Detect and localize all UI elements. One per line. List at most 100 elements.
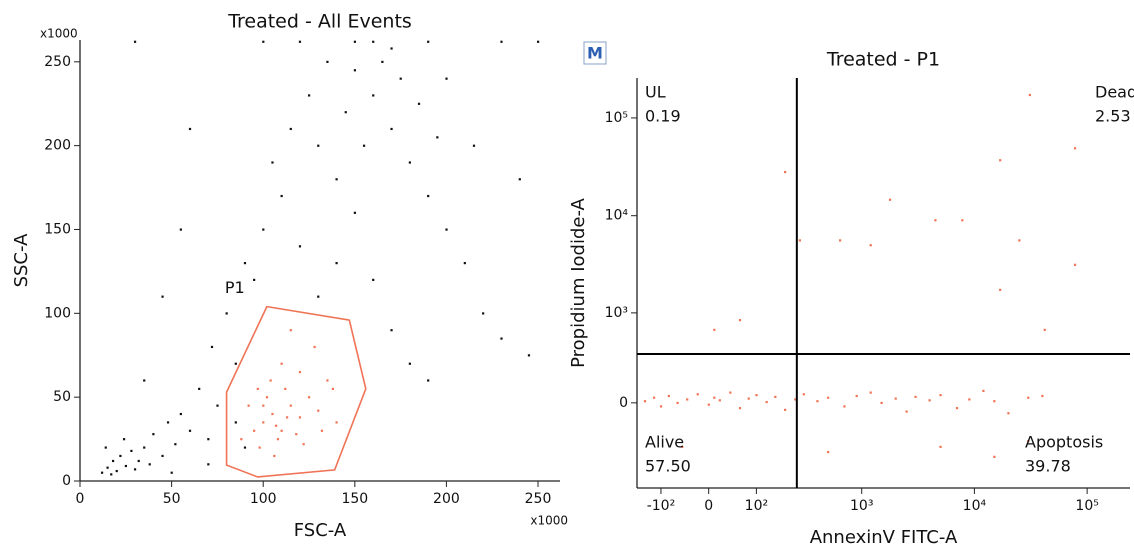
point	[372, 94, 375, 97]
point	[827, 396, 830, 399]
y-tick-label: 150	[44, 221, 71, 237]
point	[381, 60, 384, 63]
point	[119, 454, 122, 458]
y-tick-label: 10⁴	[605, 208, 629, 224]
point	[390, 127, 393, 131]
point	[179, 228, 182, 231]
point	[298, 40, 302, 43]
point	[234, 421, 237, 424]
point	[110, 473, 113, 476]
point	[335, 421, 338, 424]
chart-title: Treated - P1	[826, 49, 940, 71]
point	[738, 407, 742, 410]
point	[286, 416, 289, 419]
point	[999, 159, 1002, 162]
x-tick-label: 0	[76, 491, 85, 507]
point	[880, 401, 883, 405]
quadrant-value: 2.53	[1095, 107, 1131, 126]
point	[798, 239, 801, 242]
point	[427, 194, 430, 198]
point	[652, 396, 656, 399]
point	[408, 161, 411, 164]
point	[243, 262, 247, 265]
x-tick-label: 150	[341, 491, 368, 507]
point	[280, 194, 283, 198]
badge: M	[587, 44, 603, 63]
y-tick-label: 0	[62, 473, 71, 489]
point	[111, 459, 115, 463]
point	[993, 400, 996, 403]
point	[253, 278, 256, 281]
point	[326, 379, 329, 382]
point	[905, 410, 908, 413]
point	[234, 362, 237, 365]
point	[124, 464, 128, 468]
quadrant-name: Apoptosis	[1025, 433, 1103, 452]
x-tick-label: 250	[525, 491, 552, 507]
badge-box	[583, 41, 607, 65]
y-tick-label: 100	[44, 305, 71, 321]
point	[869, 391, 872, 394]
point	[696, 393, 699, 396]
x-axis-title: FSC-A	[294, 520, 347, 541]
point	[275, 424, 278, 427]
point	[166, 421, 170, 424]
point	[982, 389, 985, 393]
point	[784, 170, 787, 174]
point	[390, 329, 393, 332]
point	[289, 127, 292, 131]
point	[188, 127, 192, 131]
point	[939, 445, 942, 448]
x-tick-label: 10³	[850, 498, 873, 514]
point	[482, 312, 485, 315]
point	[100, 471, 104, 474]
point	[914, 395, 917, 398]
point	[1043, 328, 1046, 331]
point	[308, 94, 311, 97]
point	[738, 319, 742, 322]
point	[659, 405, 663, 408]
y-tick-label: 10⁵	[605, 110, 628, 126]
point	[755, 394, 758, 397]
point	[317, 144, 320, 147]
point	[445, 77, 448, 80]
y-unit-label: x1000	[40, 27, 78, 41]
quadrant-value: 0.19	[645, 107, 681, 126]
quadrant-value: 39.78	[1025, 457, 1071, 476]
point	[143, 446, 146, 449]
point	[225, 312, 228, 315]
x-tick-label: 10²	[745, 498, 768, 514]
point	[265, 396, 269, 399]
point	[686, 398, 689, 401]
point	[133, 40, 137, 43]
point	[161, 454, 164, 458]
point	[289, 404, 292, 407]
point	[313, 345, 316, 349]
point	[1007, 412, 1010, 415]
quadrant-name: Dead	[1095, 83, 1134, 102]
point	[317, 409, 320, 412]
point	[258, 446, 261, 449]
point	[676, 401, 679, 405]
point	[179, 412, 182, 416]
point	[331, 387, 335, 390]
point	[174, 443, 177, 446]
x-tick-label: 50	[163, 491, 181, 507]
point	[317, 295, 320, 298]
x-tick-label: 10⁵	[1075, 498, 1098, 514]
point	[240, 438, 243, 441]
y-tick-label: 200	[44, 138, 71, 154]
point	[707, 403, 710, 406]
point	[302, 443, 305, 446]
point	[747, 397, 750, 400]
point	[308, 396, 311, 399]
quadrant-name: UL	[645, 83, 666, 102]
point	[794, 398, 797, 401]
point	[269, 379, 272, 382]
gate	[225, 305, 367, 478]
point	[353, 211, 357, 214]
point	[445, 228, 448, 231]
point	[888, 198, 892, 201]
point	[1041, 394, 1044, 398]
